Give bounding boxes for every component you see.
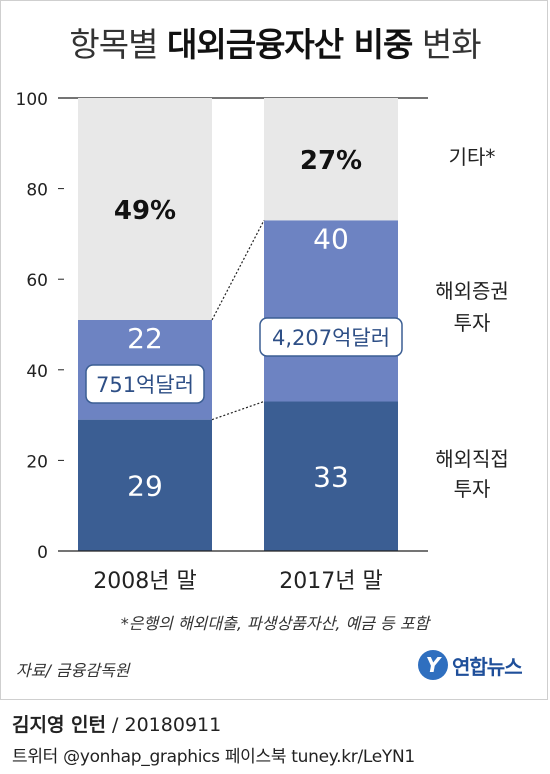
logo-mark-icon: Y bbox=[418, 650, 448, 680]
bar-1-segment-0 bbox=[264, 401, 398, 551]
credit-name: 김지영 인턴 bbox=[12, 714, 107, 736]
data-label-0-1: 22 bbox=[127, 322, 163, 355]
y-tick-label-100: 100 bbox=[16, 90, 48, 110]
category-label-0: 2008년 말 bbox=[93, 569, 196, 594]
y-tick-label-20: 20 bbox=[26, 452, 48, 472]
bar-0-segment-2 bbox=[78, 98, 212, 320]
title-suffix: 변화 bbox=[412, 25, 482, 64]
title-prefix: 항목별 bbox=[69, 25, 167, 64]
source-note: 자료/ 금융감독원 bbox=[16, 661, 130, 680]
social-line: 트위터 @yonhap_graphics 페이스북 tuney.kr/LeYN1 bbox=[12, 747, 415, 767]
bar-1-segment-2 bbox=[264, 98, 398, 221]
legend-label-0-1: 투자 bbox=[454, 477, 491, 501]
bar-0-segment-0 bbox=[78, 419, 212, 551]
credit-line: 김지영 인턴 / 20180911 bbox=[12, 710, 221, 737]
connector-top bbox=[211, 220, 265, 321]
yonhap-logo: Y 연합뉴스 bbox=[418, 647, 523, 683]
title-bold: 대외금융자산 비중 bbox=[166, 25, 413, 64]
data-label-1-1: 40 bbox=[313, 222, 349, 255]
data-label-0-0: 29 bbox=[127, 469, 163, 502]
legend-label-1-1: 투자 bbox=[454, 311, 491, 335]
callout-box-1 bbox=[259, 317, 403, 357]
legend-label-1-0: 해외증권 bbox=[435, 279, 509, 303]
data-label-0-2: 49% bbox=[114, 196, 176, 226]
legend-label-2-0: 기타* bbox=[449, 145, 496, 169]
y-tick-label-80: 80 bbox=[26, 181, 48, 201]
y-tick-label-0: 0 bbox=[37, 543, 48, 563]
logo-text: 연합뉴스 bbox=[452, 654, 523, 679]
category-label-1: 2017년 말 bbox=[279, 569, 382, 594]
y-tick-label-40: 40 bbox=[26, 362, 48, 382]
chart-frame bbox=[0, 0, 548, 700]
bar-1-segment-1 bbox=[264, 220, 398, 402]
legend-label-0-0: 해외직접 bbox=[435, 447, 509, 471]
y-tick-label-60: 60 bbox=[26, 271, 48, 291]
chart-title: 항목별 대외금융자산 비중 변화 bbox=[0, 18, 550, 66]
data-label-1-2: 27% bbox=[300, 146, 362, 176]
callout-label-0: 751억달러 bbox=[96, 373, 194, 397]
footnote: *은행의 해외대출, 파생상품자산, 예금 등 포함 bbox=[120, 614, 430, 633]
stacked-bar-chart: 0 20 40 60 80 100 29 22 49% 2008년 말 33 40 27% 2017년 말… bbox=[16, 90, 509, 594]
callout-box-0 bbox=[85, 364, 205, 404]
connector-bottom bbox=[211, 400, 265, 421]
data-label-1-0: 33 bbox=[313, 460, 349, 493]
credit-date: / 20180911 bbox=[106, 714, 222, 736]
callout-label-1: 4,207억달러 bbox=[272, 326, 390, 350]
